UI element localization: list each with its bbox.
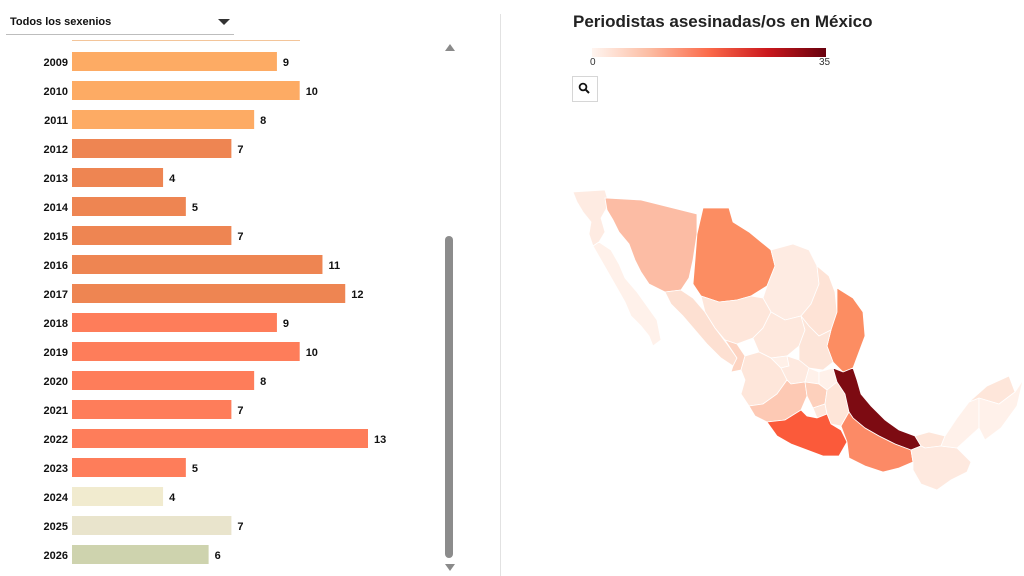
bar-2020[interactable] <box>72 371 255 390</box>
state-baja-california-sur[interactable] <box>592 241 662 347</box>
value-label-2019: 10 <box>306 347 318 359</box>
value-label-2023: 5 <box>192 463 198 475</box>
bar-2010[interactable] <box>72 81 300 100</box>
value-label-2009: 9 <box>283 57 289 69</box>
year-label-2025: 2025 <box>44 521 68 533</box>
year-label-2009: 2009 <box>44 57 68 69</box>
mexico-map <box>572 189 1024 491</box>
bar-2019[interactable] <box>72 342 300 361</box>
value-label-2026: 6 <box>215 550 221 562</box>
map-title: Periodistas asesinadas/os en México <box>573 12 873 31</box>
bar-2022[interactable] <box>72 429 368 448</box>
scrollbar[interactable] <box>443 44 457 572</box>
legend-min-label: 0 <box>590 57 596 68</box>
year-label-2014: 2014 <box>44 202 69 214</box>
bar-2025[interactable] <box>72 516 232 535</box>
bar-2012[interactable] <box>72 139 232 158</box>
value-label-2010: 10 <box>306 86 318 98</box>
state-san-luis-potosi[interactable] <box>798 315 834 371</box>
legend-max-label: 35 <box>819 57 831 68</box>
bar-2018[interactable] <box>72 313 277 332</box>
year-label-2021: 2021 <box>44 405 68 417</box>
search-icon <box>578 82 590 94</box>
year-label-2017: 2017 <box>44 289 68 301</box>
year-label-2023: 2023 <box>44 463 68 475</box>
scroll-down-arrow-icon[interactable] <box>445 564 455 571</box>
color-scale-legend <box>592 48 826 57</box>
bar-2021[interactable] <box>72 400 232 419</box>
state-guerrero[interactable] <box>766 409 848 457</box>
year-label-2024: 2024 <box>44 492 69 504</box>
value-label-2022: 13 <box>374 434 386 446</box>
value-label-2012: 7 <box>237 144 243 156</box>
year-label-2019: 2019 <box>44 347 68 359</box>
sexenio-select-value: Todos los sexenios <box>10 16 112 28</box>
state-campeche[interactable] <box>940 397 980 449</box>
value-label-2011: 8 <box>260 115 266 127</box>
state-baja-california[interactable] <box>572 189 610 247</box>
bar-2014[interactable] <box>72 197 186 216</box>
year-label-2010: 2010 <box>44 86 68 98</box>
year-label-2022: 2022 <box>44 434 68 446</box>
top-divider <box>72 40 300 41</box>
value-label-2016: 11 <box>328 260 340 272</box>
year-label-2020: 2020 <box>44 376 68 388</box>
value-label-2015: 7 <box>237 231 243 243</box>
bar-2023[interactable] <box>72 458 186 477</box>
bar-chart: 2009 9 2010 10 2011 8 2012 7 2013 4 2014 5 2015 7 2016… <box>44 52 386 564</box>
value-label-2021: 7 <box>237 405 243 417</box>
bar-2017[interactable] <box>72 284 346 303</box>
bar-2011[interactable] <box>72 110 255 129</box>
state-nayarit[interactable] <box>724 339 746 373</box>
year-label-2018: 2018 <box>44 318 68 330</box>
scrollbar-thumb[interactable] <box>445 236 453 558</box>
year-label-2016: 2016 <box>44 260 68 272</box>
value-label-2024: 4 <box>169 492 176 504</box>
year-label-2026: 2026 <box>44 550 68 562</box>
state-chihuahua[interactable] <box>692 207 776 303</box>
sexenio-select[interactable]: Todos los sexenios <box>6 10 234 35</box>
value-label-2020: 8 <box>260 376 266 388</box>
bar-2015[interactable] <box>72 226 232 245</box>
value-label-2025: 7 <box>237 521 243 533</box>
bar-2009[interactable] <box>72 52 277 71</box>
value-label-2018: 9 <box>283 318 289 330</box>
map-search-button[interactable] <box>572 76 598 102</box>
bar-2013[interactable] <box>72 168 164 187</box>
value-label-2017: 12 <box>351 289 363 301</box>
scroll-up-arrow-icon[interactable] <box>445 44 455 51</box>
value-label-2013: 4 <box>169 173 176 185</box>
state-quintana-roo[interactable] <box>978 379 1024 441</box>
year-label-2013: 2013 <box>44 173 68 185</box>
map-panel: Periodistas asesinadas/os en México 0 35 <box>501 0 1024 576</box>
bar-chart-panel: Todos los sexenios 2009 9 2010 10 2011 8 2012 7… <box>0 0 500 576</box>
bar-2026[interactable] <box>72 545 209 564</box>
bar-2016[interactable] <box>72 255 323 274</box>
chevron-down-icon[interactable] <box>218 19 230 25</box>
state-chiapas[interactable] <box>910 445 972 491</box>
year-label-2015: 2015 <box>44 231 68 243</box>
bar-2024[interactable] <box>72 487 164 506</box>
panel-divider <box>500 14 501 576</box>
year-label-2012: 2012 <box>44 144 68 156</box>
year-label-2011: 2011 <box>44 115 68 127</box>
value-label-2014: 5 <box>192 202 198 214</box>
